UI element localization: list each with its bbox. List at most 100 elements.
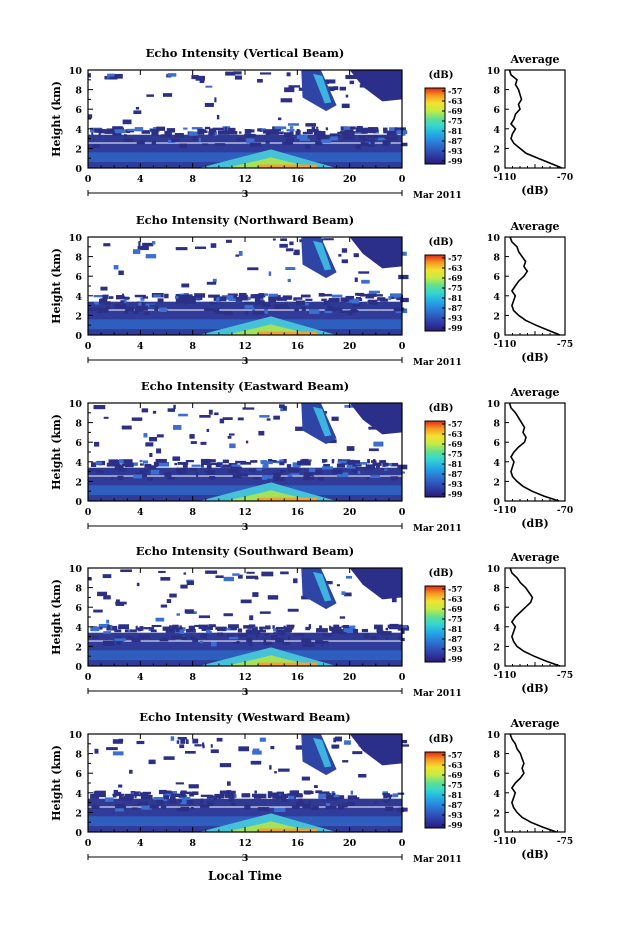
echo-speckle xyxy=(136,305,148,311)
echo-speckle xyxy=(337,459,343,462)
colorbar-label: -63 xyxy=(448,760,463,770)
echo-speckle xyxy=(287,467,300,473)
echo-speckle xyxy=(93,609,103,613)
echo-speckle xyxy=(399,744,410,747)
echo-speckle xyxy=(198,615,210,619)
echo-speckle xyxy=(288,85,301,88)
echo-speckle xyxy=(166,599,172,603)
echo-speckle xyxy=(234,131,238,134)
echo-speckle xyxy=(98,299,108,304)
echo-speckle xyxy=(261,477,268,480)
echo-speckle xyxy=(278,768,290,772)
x-tick-label: 0 xyxy=(399,838,406,849)
echo-speckle xyxy=(172,624,179,629)
echo-speckle xyxy=(256,468,263,471)
x-tick-label: 0 xyxy=(85,838,92,849)
echo-speckle xyxy=(258,430,265,436)
echo-speckle xyxy=(374,801,378,805)
colorbar-label: -81 xyxy=(448,126,462,136)
echo-speckle xyxy=(219,418,225,424)
echo-speckle xyxy=(325,308,335,311)
echo-speckle xyxy=(265,140,270,144)
echo-speckle xyxy=(325,86,335,91)
profile-x-tick-label: -75 xyxy=(557,340,573,350)
profile-y-tick-label: 2 xyxy=(493,311,500,322)
echo-speckle xyxy=(298,798,303,804)
echo-speckle xyxy=(262,303,271,308)
y-tick-label: 6 xyxy=(75,438,82,449)
echo-speckle xyxy=(157,298,164,303)
echo-speckle xyxy=(98,626,103,630)
echo-speckle xyxy=(329,133,341,138)
echo-speckle xyxy=(400,142,408,147)
echo-speckle xyxy=(134,294,146,298)
echo-speckle xyxy=(149,452,153,457)
echo-speckle xyxy=(395,624,402,627)
echo-speckle xyxy=(375,135,387,138)
echo-speckle xyxy=(137,140,145,144)
echo-speckle xyxy=(227,634,235,637)
echo-speckle xyxy=(146,94,154,97)
echo-speckle xyxy=(107,73,115,79)
echo-speckle xyxy=(208,409,213,415)
echo-speckle xyxy=(213,296,218,302)
echo-speckle xyxy=(301,776,310,781)
echo-speckle xyxy=(155,617,165,622)
colorbar-label: -99 xyxy=(448,156,463,166)
echo-speckle xyxy=(398,624,408,628)
echo-speckle xyxy=(355,127,363,133)
x-tick-label: 0 xyxy=(85,341,92,352)
fall-streak-core xyxy=(313,73,332,104)
echo-speckle xyxy=(286,72,291,77)
echo-speckle xyxy=(237,417,244,421)
colorbar-label: -57 xyxy=(448,584,462,594)
x-tick-label: 8 xyxy=(189,672,196,683)
echo-speckle xyxy=(292,793,303,798)
echo-speckle xyxy=(300,460,311,466)
echo-speckle xyxy=(121,459,133,464)
echo-speckle xyxy=(104,301,111,305)
echo-speckle xyxy=(139,459,143,463)
echo-speckle xyxy=(141,130,151,134)
echo-speckle xyxy=(341,248,348,253)
echo-speckle xyxy=(205,85,213,88)
echo-speckle xyxy=(341,803,348,808)
colorbar-label: -81 xyxy=(448,459,462,469)
echo-speckle xyxy=(367,135,378,138)
echo-speckle xyxy=(383,800,389,803)
echo-speckle xyxy=(289,126,294,129)
colorbar-unit: (dB) xyxy=(429,403,454,414)
echo-speckle xyxy=(321,298,327,302)
echo-speckle xyxy=(90,626,100,632)
profile-title: Average xyxy=(509,386,559,399)
echo-layer-3km xyxy=(88,798,402,807)
echo-speckle xyxy=(390,476,398,481)
echo-speckle xyxy=(102,130,115,134)
echo-speckle xyxy=(396,297,404,301)
echo-speckle xyxy=(208,624,216,628)
echo-speckle xyxy=(389,293,402,297)
colorbar-unit: (dB) xyxy=(429,734,454,745)
echo-speckle xyxy=(252,748,260,754)
echo-speckle xyxy=(244,305,254,309)
echo-speckle xyxy=(385,806,394,811)
echo-speckle xyxy=(120,300,127,304)
echo-speckle xyxy=(127,128,137,132)
echo-speckle xyxy=(106,619,110,624)
echo-speckle xyxy=(172,456,181,461)
echo-speckle xyxy=(178,294,186,300)
echo-speckle xyxy=(156,448,162,454)
echo-speckle xyxy=(177,737,187,740)
echo-speckle xyxy=(205,570,218,574)
echo-speckle xyxy=(88,577,92,581)
echo-speckle xyxy=(115,295,125,300)
x-tick-label: 0 xyxy=(85,174,92,185)
colorbar-label: -93 xyxy=(448,644,463,654)
echo-speckle xyxy=(275,795,284,800)
echo-speckle xyxy=(165,629,175,633)
echo-speckle xyxy=(138,302,142,306)
echo-speckle xyxy=(305,626,311,631)
echo-speckle xyxy=(181,283,190,288)
echo-speckle xyxy=(296,134,308,140)
echo-speckle xyxy=(162,93,173,97)
